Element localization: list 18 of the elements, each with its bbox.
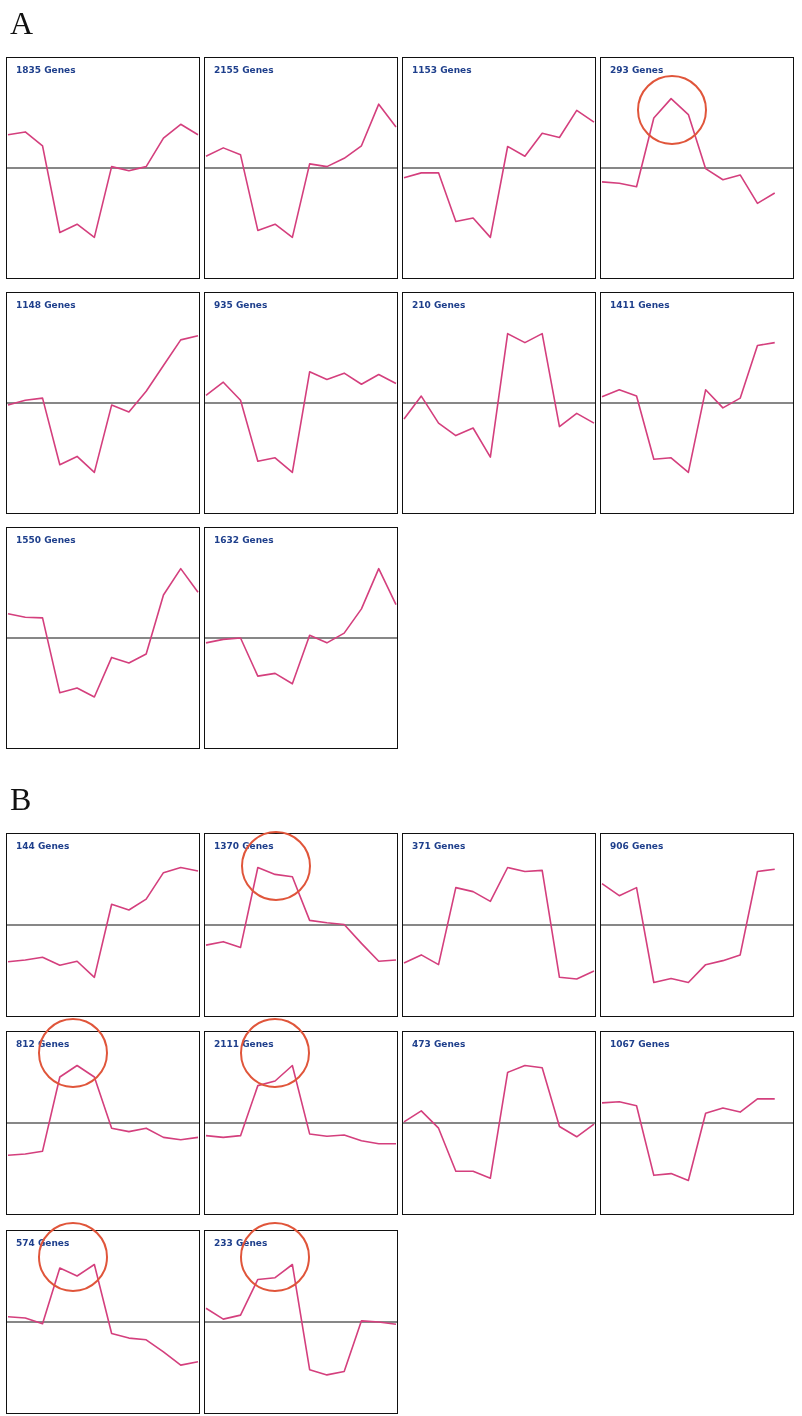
chart-title: 1067 Genes bbox=[610, 1039, 670, 1049]
chart-title: 906 Genes bbox=[610, 841, 664, 851]
chart-title: 1835 Genes bbox=[16, 65, 76, 75]
chart-title: 144 Genes bbox=[16, 841, 70, 851]
chart-title: 1550 Genes bbox=[16, 535, 76, 545]
chart-title: 935 Genes bbox=[214, 300, 268, 310]
chart-title: 293 Genes bbox=[610, 65, 664, 75]
chart-title: 2155 Genes bbox=[214, 65, 274, 75]
chart-title: 1411 Genes bbox=[610, 300, 670, 310]
chart-title: 1153 Genes bbox=[412, 65, 472, 75]
chart-title: 2111 Genes bbox=[214, 1039, 274, 1049]
chart-title: 371 Genes bbox=[412, 841, 466, 851]
chart-title: 1632 Genes bbox=[214, 535, 274, 545]
chart-title: 210 Genes bbox=[412, 300, 466, 310]
text: A bbox=[10, 5, 34, 42]
chart-title: 473 Genes bbox=[412, 1039, 466, 1049]
chart-title: 1148 Genes bbox=[16, 300, 76, 310]
text: B bbox=[10, 781, 32, 818]
